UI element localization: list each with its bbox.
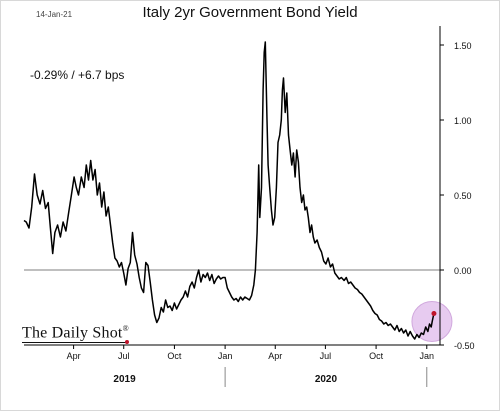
chart-title: Italy 2yr Government Bond Yield: [142, 4, 358, 21]
y-tick-label: 0.50: [454, 191, 472, 201]
logo-dot: [125, 340, 129, 344]
x-tick-label: Oct: [167, 351, 182, 361]
latest-value-marker: [431, 311, 437, 316]
y-axis-ticks: 1.50 1.00 0.50 0.00 -0.50: [440, 41, 475, 351]
x-tick-label: Jul: [118, 351, 130, 361]
y-tick-label: 1.00: [454, 116, 472, 126]
date-stamp: 14-Jan-21: [36, 10, 73, 19]
x-tick-label: Jan: [218, 351, 233, 361]
y-tick-label: -0.50: [454, 341, 475, 351]
y-tick-label: 1.50: [454, 41, 472, 51]
logo-underline: [22, 342, 128, 343]
y-tick-label: 0.00: [454, 266, 472, 276]
x-tick-label: Oct: [369, 351, 384, 361]
logo-text: The Daily Shot: [22, 324, 123, 342]
yield-series-line: [23, 41, 435, 340]
x-tick-label: Jan: [420, 351, 435, 361]
x-tick-label: Jul: [320, 351, 332, 361]
year-label: 2020: [315, 374, 338, 385]
x-axis-ticks: Apr Jul Oct Jan Apr Jul Oct Jan: [67, 345, 434, 361]
logo-registered-mark: ®: [122, 324, 129, 333]
year-label: 2019: [113, 374, 136, 385]
x-tick-label: Apr: [67, 351, 81, 361]
change-annotation: -0.29% / +6.7 bps: [30, 68, 125, 82]
x-tick-label: Apr: [268, 351, 282, 361]
year-labels: 2019 2020: [113, 367, 428, 387]
daily-shot-logo: The Daily Shot®: [22, 324, 129, 342]
